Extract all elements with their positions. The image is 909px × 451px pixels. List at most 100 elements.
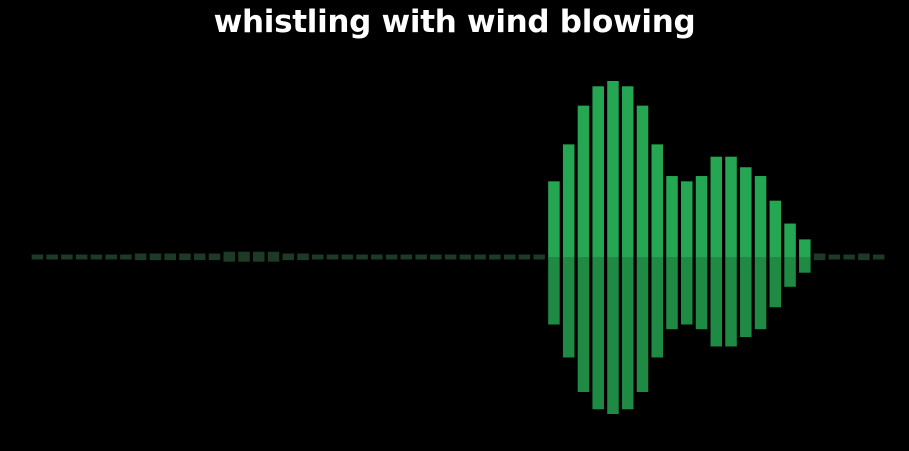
waveform-bar-lower [607,257,619,414]
waveform-bar-upper [75,254,88,257]
waveform-bar [754,176,767,330]
waveform-bar-lower [356,257,368,260]
waveform-bar-upper [297,253,309,257]
waveform-bar-upper [134,253,147,257]
waveform-bar [769,200,782,308]
waveform-bar-lower [518,257,531,260]
waveform-bar [592,86,604,410]
waveform-bar-lower [651,257,663,358]
waveform-bar [799,239,811,273]
waveform-bar-lower [533,257,545,260]
waveform-bar [223,251,235,262]
waveform-bar-lower [75,257,88,260]
waveform-bar [784,223,796,287]
waveform-bar [695,176,708,330]
waveform-bar [193,253,206,261]
waveform-bar [208,253,221,261]
waveform-bar-upper [784,223,796,257]
waveform-bar-upper [489,254,501,257]
waveform-bar-lower [710,257,723,347]
waveform-bar-lower [326,257,339,260]
waveform-bar-lower [385,257,398,260]
waveform-bar-upper [415,254,427,257]
waveform-bar-upper [444,254,457,257]
waveform-bar-lower [223,257,235,262]
waveform-bar [636,105,649,393]
waveform-bar [282,253,295,261]
waveform-bar [681,181,693,325]
waveform-bar-lower [813,257,826,261]
waveform-bar [149,253,162,261]
waveform-bar [31,254,44,260]
waveform-bar-lower [577,257,590,393]
waveform-bar [253,251,265,262]
waveform-bar [607,81,619,414]
waveform-bar [459,254,472,260]
waveform-bar-lower [134,257,147,261]
waveform-bar [503,254,516,260]
waveform-bar-lower [828,257,841,260]
waveform-bar-upper [208,253,221,257]
waveform-bar-upper [858,253,870,257]
waveform-bar-upper [518,254,531,257]
waveform-bar-lower [61,257,73,260]
waveform-bar-lower [695,257,708,330]
waveform-bar [371,254,383,260]
waveform-bar-upper [681,181,693,257]
waveform-bar-lower [31,257,44,260]
waveform-bar-upper [326,254,339,257]
waveform-bar-upper [459,254,472,257]
waveform-bar-upper [562,144,575,257]
waveform-bar-lower [799,257,811,273]
waveform-bar-upper [282,253,295,257]
waveform-bar [385,254,398,260]
waveform-bar [562,144,575,358]
waveform-bar-lower [430,257,442,260]
waveform-bar [474,254,486,260]
waveform-bar [843,254,855,260]
waveform-bar [651,144,663,358]
waveform-bar [533,254,545,260]
waveform-bar-lower [341,257,354,260]
waveform-bar-lower [562,257,575,358]
waveform-bar-lower [238,257,250,262]
waveform-bar-upper [312,254,324,257]
waveform-bar-upper [46,254,58,257]
waveform-bar-upper [592,86,604,257]
waveform-bar-lower [164,257,176,261]
waveform-bar-upper [474,254,486,257]
waveform-bar-upper [636,105,649,257]
waveform-bar-lower [444,257,457,260]
waveform-bar-lower [267,257,280,262]
waveform-bar-upper [341,254,354,257]
waveform-bar-lower [621,257,634,410]
waveform-bar-lower [636,257,649,393]
waveform-bar-lower [312,257,324,260]
waveform-bar-lower [843,257,855,260]
waveform-bar-lower [858,257,870,261]
waveform-bar [46,254,58,260]
waveform-bar-upper [223,251,235,257]
waveform-bar-upper [385,254,398,257]
waveform-bar-upper [400,254,413,257]
waveform-bar-upper [695,176,708,257]
waveform-bar-lower [666,257,678,330]
waveform-bar [238,251,250,262]
waveform-bar [444,254,457,260]
waveform-bar-lower [681,257,693,325]
waveform-bar-lower [282,257,295,261]
waveform-bar-upper [769,200,782,257]
waveform-bar [179,253,191,261]
waveform-bar-upper [61,254,73,257]
waveform-bar [666,176,678,330]
waveform-bar-lower [503,257,516,260]
waveform-bar-upper [31,254,44,257]
waveform-bar-upper [666,176,678,257]
waveform-bar [489,254,501,260]
waveform-bar-lower [415,257,427,260]
waveform-bar [164,253,176,261]
waveform-bar-lower [769,257,782,308]
waveform-bar [548,181,560,325]
waveform-bar-upper [253,251,265,257]
waveform-bar [356,254,368,260]
